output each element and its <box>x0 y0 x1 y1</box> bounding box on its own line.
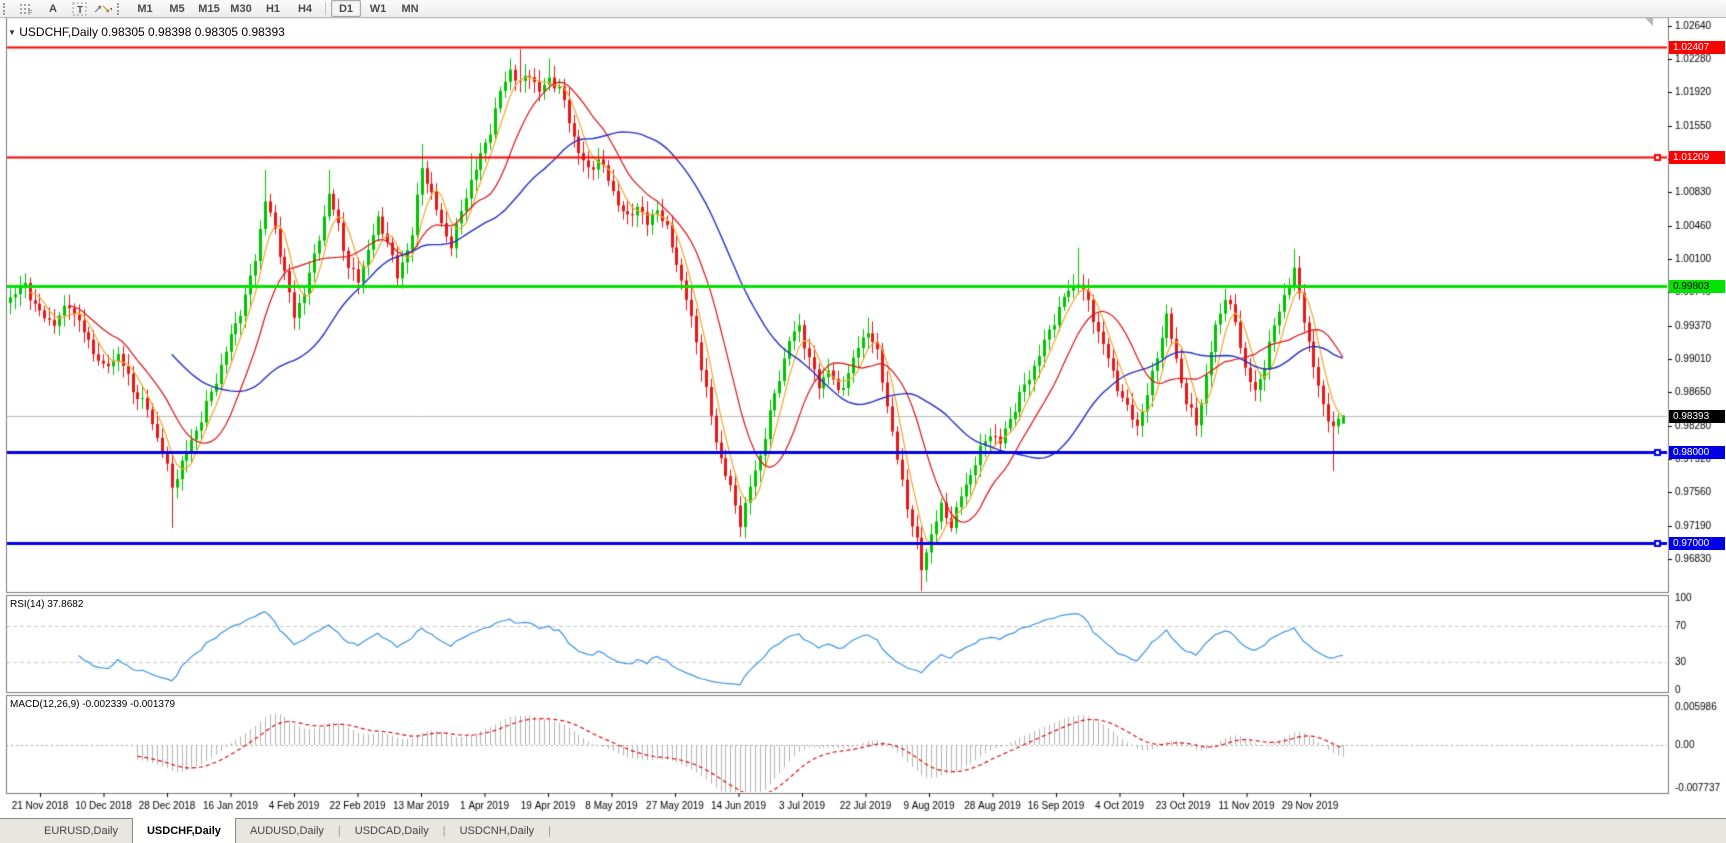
price-tag-pivot-green[interactable]: 0.99803 <box>1669 280 1725 293</box>
tab-separator: | <box>337 825 341 837</box>
grid-tool-icon[interactable]: F <box>16 1 36 16</box>
timeframe-w1[interactable]: W1 <box>369 2 387 15</box>
price-tag-support-lower[interactable]: 0.97000 <box>1669 537 1725 550</box>
tab-usdcad-daily[interactable]: USDCAD,Daily <box>354 825 429 837</box>
chart-menu-icon[interactable]: ▼ <box>8 28 16 37</box>
price-tag-resistance-lower[interactable]: 1.01209 <box>1669 151 1725 164</box>
tab-separator: | <box>442 825 446 837</box>
timeframe-separator <box>325 2 326 15</box>
chart-ohlc-values: 0.98305 0.98398 0.98305 0.98393 <box>101 25 285 39</box>
symbol-tab-bar: EURUSD,Daily USDCHF,Daily AUDUSD,Daily |… <box>0 818 1726 843</box>
timeframe-mn[interactable]: MN <box>401 2 419 15</box>
timeframe-d1[interactable]: D1 <box>331 0 361 17</box>
timeframe-m5[interactable]: M5 <box>169 2 185 15</box>
macd-indicator-label: MACD(12,26,9) -0.002339 -0.001379 <box>10 699 176 710</box>
font-tool-button[interactable]: A <box>49 2 57 15</box>
toolbar: F A T M1 M5 M15 M30 H1 H4 D1 W1 MN <box>0 0 1726 18</box>
tab-audusd-daily[interactable]: AUDUSD,Daily <box>249 825 324 837</box>
grid-tool-letter: F <box>28 10 32 15</box>
text-label-tool-button[interactable]: T <box>70 1 90 16</box>
timeframe-m15[interactable]: M15 <box>198 2 220 15</box>
tab-separator: | <box>548 825 552 837</box>
tab-usdchf-daily[interactable]: USDCHF,Daily <box>131 818 236 843</box>
chart-title[interactable]: ▼ USDCHF,Daily 0.98305 0.98398 0.98305 0… <box>8 25 285 39</box>
timeframe-group-handle[interactable] <box>117 2 124 15</box>
svg-text:T: T <box>77 5 83 16</box>
timeframe-h4[interactable]: H4 <box>297 2 313 15</box>
timeframe-m1[interactable]: M1 <box>137 2 153 15</box>
arrows-tool-button[interactable] <box>92 1 112 16</box>
toolbar-drag-handle[interactable] <box>3 2 10 15</box>
chart-symbol-label: USDCHF,Daily <box>19 25 98 39</box>
tab-eurusd-daily[interactable]: EURUSD,Daily <box>44 825 118 837</box>
timeframe-h1[interactable]: H1 <box>265 2 281 15</box>
price-tag-current-price: 0.98393 <box>1669 410 1725 423</box>
rsi-indicator-label: RSI(14) 37.8682 <box>10 599 84 610</box>
timeframe-m30[interactable]: M30 <box>230 2 252 15</box>
price-tag-resistance-upper[interactable]: 1.02407 <box>1669 41 1725 54</box>
tab-usdcnh-daily[interactable]: USDCNH,Daily <box>459 825 535 837</box>
price-tag-support-upper[interactable]: 0.98000 <box>1669 446 1725 459</box>
chart-shift-marker-icon[interactable] <box>1645 18 1653 26</box>
